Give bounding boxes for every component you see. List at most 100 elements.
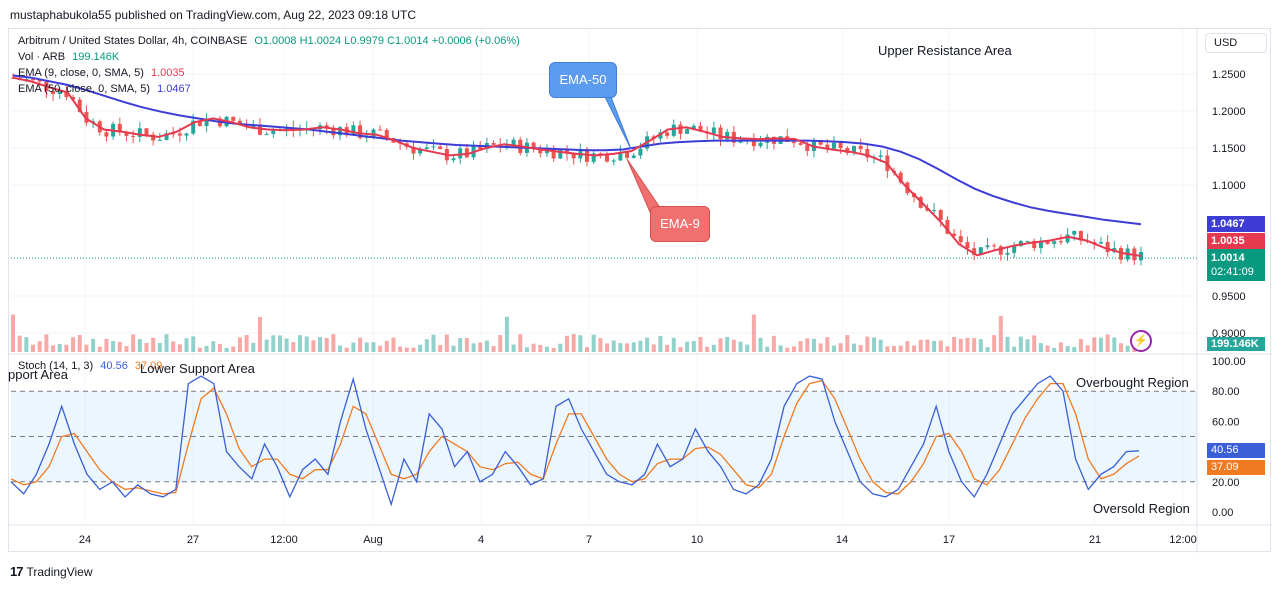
volume-bar bbox=[558, 343, 563, 352]
volume-bar bbox=[524, 347, 529, 352]
volume-bar bbox=[938, 340, 943, 352]
volume-bar bbox=[805, 338, 810, 352]
volume-bar bbox=[1052, 347, 1057, 352]
volume-bar bbox=[111, 341, 116, 352]
legend-stoch-row: Stoch (14, 1, 3) 40.56 37.09 bbox=[18, 360, 162, 372]
candle-body bbox=[384, 129, 389, 139]
volume-bar bbox=[1112, 337, 1117, 352]
last-price-label: 1.0014 02:41:09 bbox=[1207, 249, 1265, 281]
volume-bar bbox=[958, 338, 963, 352]
last-price-value: 1.0014 bbox=[1211, 252, 1245, 264]
candle-body bbox=[231, 116, 236, 121]
ema9-callout: EMA-9 bbox=[650, 206, 710, 242]
bar-countdown: 02:41:09 bbox=[1211, 266, 1254, 278]
volume-bar bbox=[625, 343, 630, 352]
legend-stoch-label[interactable]: Stoch (14, 1, 3) bbox=[18, 360, 94, 372]
volume-bar bbox=[631, 342, 636, 352]
legend-symbol[interactable]: Arbitrum / United States Dollar, 4h, COI… bbox=[18, 35, 248, 47]
candle-body bbox=[351, 125, 356, 136]
volume-bar bbox=[1118, 343, 1123, 352]
candle-body bbox=[598, 153, 603, 155]
volume-bar bbox=[791, 346, 796, 352]
candle-body bbox=[1065, 234, 1070, 243]
volume-bar bbox=[498, 335, 503, 352]
volume-bar bbox=[591, 334, 596, 352]
volume-bar bbox=[211, 341, 216, 352]
price-tick-label: 1.1500 bbox=[1212, 143, 1246, 155]
volume-bar bbox=[611, 340, 616, 352]
volume-bar bbox=[224, 347, 229, 352]
candle-body bbox=[77, 99, 82, 113]
volume-bar bbox=[298, 335, 303, 352]
volume-bar bbox=[645, 337, 650, 352]
time-tick-label: 14 bbox=[836, 534, 848, 546]
volume-bar bbox=[564, 335, 569, 352]
volume-bar bbox=[324, 337, 329, 352]
candle-body bbox=[371, 129, 376, 137]
volume-bar bbox=[17, 335, 22, 352]
volume-bar bbox=[665, 344, 670, 352]
legend-volume-label[interactable]: Vol · ARB bbox=[18, 51, 66, 63]
volume-bar bbox=[284, 338, 289, 352]
volume-bar bbox=[371, 342, 376, 352]
volume-bar bbox=[1105, 334, 1110, 352]
volume-bar bbox=[31, 344, 36, 352]
volume-bar bbox=[77, 335, 82, 352]
currency-button[interactable]: USD bbox=[1205, 33, 1267, 53]
candle-body bbox=[184, 133, 189, 136]
oversold-label: Oversold Region bbox=[1093, 501, 1190, 516]
volume-bar bbox=[691, 341, 696, 352]
candle-body bbox=[998, 246, 1003, 255]
volume-bar bbox=[144, 342, 149, 352]
volume-bar bbox=[698, 336, 703, 352]
volume-bar bbox=[364, 342, 369, 352]
price-tick-label: 0.9500 bbox=[1212, 291, 1246, 303]
candle-body bbox=[985, 245, 990, 248]
footer-brand[interactable]: 17 TradingView bbox=[10, 564, 93, 579]
candle-body bbox=[965, 242, 970, 249]
volume-bar bbox=[91, 338, 96, 352]
candle-body bbox=[992, 245, 997, 247]
volume-bar bbox=[1018, 336, 1023, 352]
candle-body bbox=[411, 146, 416, 154]
volume-bar bbox=[551, 347, 556, 352]
volume-bar bbox=[658, 335, 663, 352]
volume-bar bbox=[1038, 343, 1043, 352]
legend-ema50-label[interactable]: EMA (50, close, 0, SMA, 5) bbox=[18, 83, 151, 95]
volume-bar bbox=[912, 345, 917, 352]
volume-bar bbox=[304, 336, 309, 352]
volume-bar bbox=[491, 346, 496, 352]
candle-body bbox=[791, 141, 796, 144]
legend-ema9-label[interactable]: EMA (9, close, 0, SMA, 5) bbox=[18, 67, 144, 79]
candle-body bbox=[658, 132, 663, 139]
volume-bar bbox=[1005, 336, 1010, 352]
candle-body bbox=[451, 158, 456, 161]
candle-body bbox=[378, 129, 383, 131]
time-tick-label: Aug bbox=[363, 534, 383, 546]
volume-bar bbox=[351, 342, 356, 352]
candle-body bbox=[431, 146, 436, 148]
volume-bar bbox=[1065, 345, 1070, 352]
volume-bar bbox=[1098, 337, 1103, 352]
ema50-line bbox=[12, 74, 1142, 226]
volume-bar bbox=[578, 335, 583, 352]
legend-ohlc: O1.0008 H1.0024 L0.9979 C1.0014 +0.0006 … bbox=[254, 35, 520, 47]
price-tick-label: 1.2000 bbox=[1212, 106, 1246, 118]
volume-bar bbox=[605, 343, 610, 352]
lightning-icon[interactable]: ⚡ bbox=[1130, 330, 1152, 352]
volume-bar bbox=[771, 335, 776, 352]
time-tick-label: 27 bbox=[187, 534, 199, 546]
tradingview-logo-icon: 17 bbox=[10, 564, 24, 579]
volume-bar bbox=[1058, 342, 1063, 352]
legend-volume-row: Vol · ARB 199.146K bbox=[18, 51, 119, 63]
candle-body bbox=[811, 139, 816, 151]
volume-bar bbox=[464, 338, 469, 352]
ema9-line bbox=[12, 76, 1142, 257]
volume-bar bbox=[765, 346, 770, 352]
candle-body bbox=[117, 123, 122, 133]
candle-body bbox=[464, 148, 469, 158]
time-tick-label: 17 bbox=[943, 534, 955, 546]
volume-bar bbox=[685, 341, 690, 352]
price-tick-label: 1.2500 bbox=[1212, 69, 1246, 81]
